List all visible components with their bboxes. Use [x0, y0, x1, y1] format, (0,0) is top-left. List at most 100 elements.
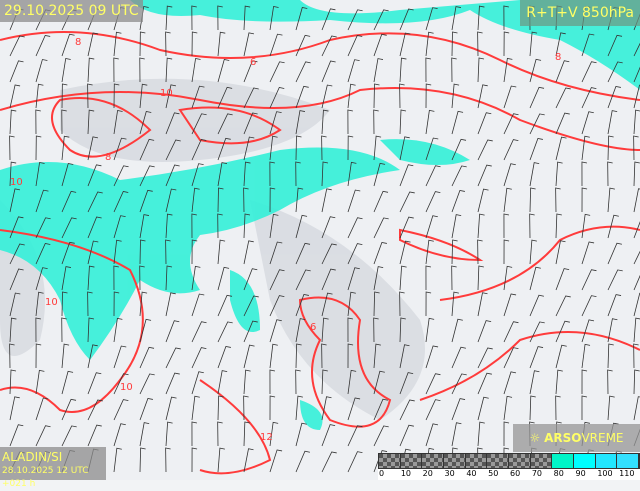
wind-barb [321, 268, 336, 291]
wind-barb [373, 217, 389, 239]
wind-barb [165, 396, 177, 421]
wind-barb [113, 239, 122, 265]
wind-barb [61, 291, 68, 317]
wind-barb [35, 161, 45, 187]
wind-barb [399, 191, 415, 213]
wind-barb [451, 6, 462, 31]
contour-label: 8 [555, 52, 561, 63]
wind-barb [191, 113, 207, 135]
wind-barb [425, 373, 441, 395]
wind-barb [347, 317, 354, 343]
wind-barb [139, 138, 155, 161]
contour-label: 8 [105, 152, 111, 163]
wind-barb [347, 343, 354, 369]
wind-barb [451, 57, 457, 83]
wind-barb [217, 162, 228, 187]
wind-barb [9, 396, 20, 421]
wind-barb [555, 344, 567, 369]
wind-barb [555, 369, 563, 395]
wind-barb [633, 109, 640, 135]
wind-barb [607, 242, 623, 265]
wind-barb [87, 191, 103, 213]
wind-barb [139, 346, 155, 369]
legend-label: 0 [379, 469, 385, 478]
wind-barb [243, 32, 255, 57]
wind-barb [295, 269, 311, 291]
wind-barb [555, 60, 570, 83]
wind-barb [269, 135, 278, 161]
wind-barb [87, 291, 93, 317]
wind-barb [373, 317, 379, 343]
wind-barb [217, 370, 228, 395]
wind-barb [607, 395, 615, 421]
wind-barb [581, 33, 595, 57]
wind-barb [529, 294, 545, 317]
wind-barb [295, 293, 309, 317]
wind-barb [9, 369, 17, 395]
wind-barb [373, 450, 388, 473]
wind-barb [529, 31, 538, 57]
wind-barb [113, 399, 129, 421]
wind-barb [607, 161, 613, 187]
wind-barb [347, 217, 363, 239]
wind-barb [581, 87, 597, 109]
wind-barb [61, 343, 70, 369]
wind-barb [165, 213, 173, 239]
wind-barb [165, 239, 171, 265]
wind-barb [139, 214, 150, 239]
wind-barb [477, 31, 483, 57]
wind-barb [425, 7, 438, 31]
legend-cell [422, 454, 445, 468]
wind-barb [269, 395, 276, 421]
legend-cell [400, 454, 423, 468]
wind-barb [165, 84, 177, 109]
wind-barb [217, 113, 233, 135]
wind-barb [9, 188, 21, 213]
wind-barb [321, 317, 329, 343]
wind-barb [529, 213, 535, 239]
wind-barb [295, 161, 301, 187]
wind-barb [61, 217, 77, 239]
wind-barb [295, 369, 301, 395]
wind-barb [425, 345, 439, 369]
wind-barb [477, 347, 493, 369]
wind-barb [503, 163, 516, 187]
legend-label: 90 [575, 469, 586, 478]
wind-barb [139, 397, 153, 421]
wind-barb [243, 421, 250, 447]
wind-barb [113, 191, 129, 213]
wind-barb [191, 347, 207, 369]
wind-barb [451, 165, 467, 187]
wind-barb [61, 317, 67, 343]
wind-barb [581, 213, 591, 239]
wind-barb [165, 265, 173, 291]
wind-barb [477, 188, 489, 213]
wind-barb [243, 268, 258, 291]
wind-barb [477, 292, 488, 317]
wind-barb [217, 421, 223, 447]
legend-cell [574, 454, 596, 468]
wind-barb [607, 318, 618, 343]
wind-barb [529, 395, 536, 421]
wind-barb [607, 110, 618, 135]
wind-barb [191, 5, 197, 31]
wind-barb [165, 112, 180, 135]
wind-barb [321, 216, 336, 239]
legend-label: 60 [510, 469, 521, 478]
wind-barb [529, 239, 537, 265]
wind-barb [503, 371, 517, 395]
wind-barb [321, 243, 337, 265]
wind-barb [35, 217, 51, 239]
wind-barb [607, 85, 621, 109]
wind-barb [373, 9, 389, 31]
wind-barb [139, 265, 145, 291]
wind-barb [373, 241, 387, 265]
wind-barb [269, 319, 282, 343]
legend-label: 50 [488, 469, 499, 478]
wind-barb [139, 422, 150, 447]
wind-barb [451, 291, 459, 317]
wind-barb [217, 213, 223, 239]
model-name: ALADIN/SI [2, 450, 63, 464]
wind-barb [191, 139, 207, 161]
wind-barb [555, 320, 570, 343]
